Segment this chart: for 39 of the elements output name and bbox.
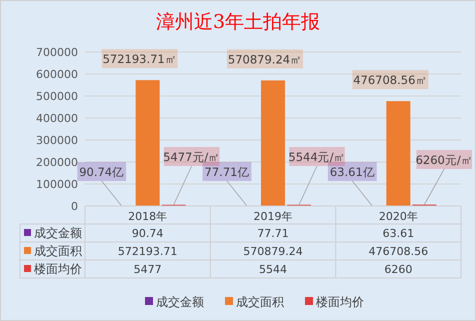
x-tick-label: 2019年 xyxy=(254,210,292,223)
x-tick-label: 2020年 xyxy=(378,210,418,223)
y-tick-label: 100000 xyxy=(36,178,78,191)
data-label: 90.74 xyxy=(132,227,164,240)
annotation: 5544元/㎡ xyxy=(288,150,346,164)
data-label: 476708.56 xyxy=(368,245,428,258)
annotation: 570879.24㎡ xyxy=(228,52,302,66)
legend-label: 成交面积 xyxy=(34,244,82,258)
text: 楼面均价 xyxy=(34,262,82,276)
data-label: 5477 xyxy=(134,263,162,276)
annotation: 77.71亿 xyxy=(204,165,250,179)
x-tick-label: 2018年 xyxy=(128,210,168,223)
annotation: 572193.71㎡ xyxy=(102,52,177,66)
y-tick-label: 400000 xyxy=(36,112,78,125)
legend-label: 成交金额 xyxy=(34,226,82,240)
data-label: 5544 xyxy=(259,263,287,276)
data-label: 572193.71 xyxy=(118,245,178,258)
annotation: 63.61亿 xyxy=(330,165,375,179)
y-tick-label: 600000 xyxy=(36,68,78,81)
text: 成交面积 xyxy=(236,295,284,309)
bar xyxy=(261,80,285,206)
y-tick-label: 0 xyxy=(71,200,78,213)
data-label: 570879.24 xyxy=(243,245,303,258)
bar xyxy=(386,101,410,206)
data-label: 77.71 xyxy=(257,227,289,240)
data-label: 63.61 xyxy=(382,227,414,240)
y-tick-label: 300000 xyxy=(36,134,78,147)
y-tick-label: 700000 xyxy=(36,46,78,59)
text: 成交金额 xyxy=(156,295,204,309)
annotation: 5477元/㎡ xyxy=(163,150,220,164)
chart-title: 漳州近3年土拍年报 xyxy=(156,11,320,33)
data-label: 6260 xyxy=(384,263,412,276)
annotation: 6260元/㎡ xyxy=(416,153,473,167)
y-tick-label: 200000 xyxy=(36,156,78,169)
annotation: 90.74亿 xyxy=(79,165,124,179)
legend-label: 楼面均价 xyxy=(316,295,364,309)
bar xyxy=(136,80,160,206)
annotation: 476708.56㎡ xyxy=(353,73,428,88)
y-tick-label: 500000 xyxy=(36,90,78,103)
